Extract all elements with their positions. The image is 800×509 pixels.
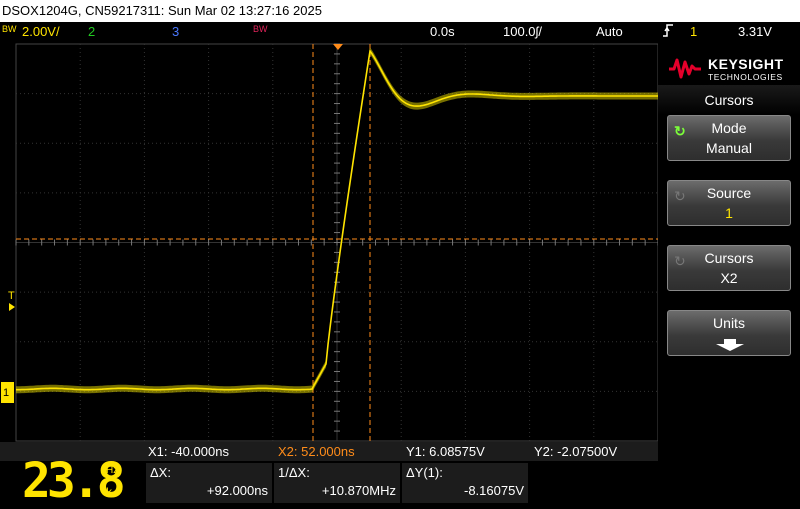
mode-value: Manual [706, 140, 752, 156]
svg-text:T: T [8, 290, 15, 302]
ch4-bw-indicator[interactable]: BW [253, 24, 268, 34]
menu-title: Cursors [658, 85, 800, 115]
counter-unit-k: k [106, 485, 112, 499]
y2-readout: Y2: -2.07500V [534, 444, 618, 459]
frequency-counter: 23.8 Hz k [0, 457, 144, 505]
title-bar: DSOX1204G, CN59217311: Sun Mar 02 13:27:… [0, 0, 800, 22]
cursor-values-row: X1: -40.000ns X2: 52.000ns Y1: 6.08575V … [0, 442, 658, 461]
source-softkey[interactable]: ↻ Source 1 [667, 180, 791, 226]
trigger-source[interactable]: 1 [690, 24, 698, 39]
ch1-trace [16, 48, 658, 391]
trigger-level[interactable]: 3.31V [738, 24, 772, 39]
trigger-position-marker[interactable] [333, 44, 343, 50]
cursors-value: X2 [720, 270, 738, 286]
instrument-title: DSOX1204G, CN59217311: Sun Mar 02 13:27:… [2, 3, 322, 18]
brand-subtitle: TECHNOLOGIES [708, 72, 783, 82]
cursors-label: Cursors [704, 250, 754, 266]
trigger-mode[interactable]: Auto [596, 24, 623, 39]
inverse-delta-x-label: 1/ΔX: [278, 465, 310, 480]
entry-knob-icon: ↻ [674, 188, 686, 204]
waveform-display[interactable]: T 1 [0, 41, 658, 442]
time-delay[interactable]: 0.0s [430, 24, 455, 39]
trigger-level-marker[interactable]: T [8, 290, 15, 311]
softkey-panel: KEYSIGHT TECHNOLOGIES Cursors ↻ Mode Man… [658, 41, 800, 503]
source-value: 1 [725, 205, 733, 221]
keysight-logo: KEYSIGHT TECHNOLOGIES [668, 49, 793, 83]
ch1-ground-marker[interactable]: 1 [1, 382, 14, 403]
delta-x-value: +92.000ns [206, 483, 268, 498]
delta-x-label: ΔX: [150, 465, 171, 480]
counter-unit-hz: Hz [106, 465, 119, 476]
status-bar: BW 2.00V/ 2 3 BW 0.0s 100.0ʃ/ Auto 1 3.3… [0, 22, 800, 41]
ch1-bw-indicator: BW [2, 24, 17, 34]
units-label: Units [713, 315, 745, 331]
delta-y-value: -8.16075V [464, 483, 524, 498]
ch3-indicator[interactable]: 3 [172, 24, 180, 39]
source-label: Source [706, 185, 752, 201]
svg-text:1: 1 [3, 387, 9, 399]
y1-readout: Y1: 6.08575V [406, 444, 485, 459]
delta-y-box: ΔY(1): -8.16075V [402, 463, 528, 503]
x1-readout: X1: -40.000ns [148, 444, 229, 459]
entry-knob-icon: ↻ [674, 123, 686, 139]
counter-value: 23.8 [22, 453, 126, 509]
mode-softkey[interactable]: ↻ Mode Manual [667, 115, 791, 161]
ch1-scale[interactable]: 2.00V/ [22, 24, 60, 39]
cursors-softkey[interactable]: ↻ Cursors X2 [667, 245, 791, 291]
brand-name: KEYSIGHT [708, 56, 784, 72]
x2-readout: X2: 52.000ns [278, 444, 355, 459]
waveform-graticule: T 1 [1, 43, 658, 442]
time-scale[interactable]: 100.0ʃ/ [503, 24, 543, 39]
delta-x-box: ΔX: +92.000ns [146, 463, 272, 503]
cursor-readout: X1: -40.000ns X2: 52.000ns Y1: 6.08575V … [0, 442, 658, 505]
rising-edge-icon [662, 22, 674, 44]
mode-label: Mode [711, 120, 747, 136]
units-softkey[interactable]: Units [667, 310, 791, 356]
delta-y-label: ΔY(1): [406, 465, 443, 480]
inverse-delta-x-box: 1/ΔX: +10.870MHz [274, 463, 400, 503]
keysight-wave-icon [669, 58, 701, 79]
submenu-arrow-icon [716, 339, 744, 351]
entry-knob-icon: ↻ [674, 253, 686, 269]
ch2-indicator[interactable]: 2 [88, 24, 96, 39]
inverse-delta-x-value: +10.870MHz [321, 483, 396, 498]
